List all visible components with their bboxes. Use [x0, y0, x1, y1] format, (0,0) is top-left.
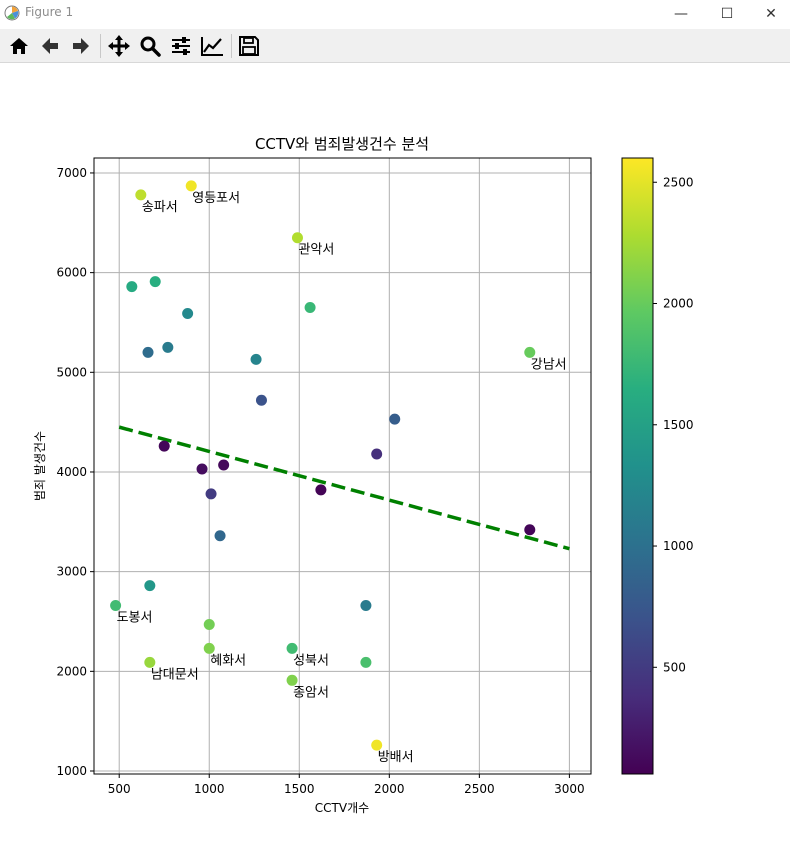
x-tick-label: 3000: [554, 782, 585, 796]
grid-lines: [94, 158, 591, 774]
forward-button[interactable]: [68, 33, 94, 59]
colorbar: [621, 157, 654, 775]
data-point: [250, 353, 262, 365]
colorbar-tick-label: 2500: [663, 175, 694, 189]
data-point: [524, 346, 536, 358]
point-label: 도봉서: [117, 611, 153, 626]
colorbar-tick-label: 1500: [663, 418, 694, 432]
y-tick-label: 6000: [56, 266, 87, 280]
point-label: 혜화서: [210, 653, 246, 668]
sliders-icon: [172, 37, 190, 55]
data-point: [389, 413, 401, 425]
point-label: 방배서: [378, 750, 414, 765]
arrow-right-icon: [73, 38, 89, 54]
data-point: [214, 530, 226, 542]
point-label: 종암서: [293, 685, 329, 700]
move-icon: [108, 35, 130, 57]
data-point: [360, 656, 372, 668]
colorbar-tick-label: 1000: [663, 539, 694, 553]
colorbar-tick-label: 2000: [663, 297, 694, 311]
x-tick-label: 1000: [194, 782, 225, 796]
point-label: 남대문서: [151, 667, 199, 682]
data-point: [304, 302, 316, 314]
data-point: [203, 642, 215, 654]
data-point: [286, 674, 298, 686]
y-tick-label: 5000: [56, 365, 87, 379]
toolbar-separator: [100, 34, 101, 58]
y-axis-label: 범죄 발생건수: [33, 431, 47, 501]
navigation-toolbar: [0, 29, 790, 63]
point-label: 영등포서: [192, 191, 240, 206]
y-tick-label: 4000: [56, 465, 87, 479]
data-point: [144, 656, 156, 668]
data-point: [203, 618, 215, 630]
window-title: Figure 1: [25, 5, 74, 19]
data-point: [286, 642, 298, 654]
chart-title: CCTV와 범죄발생건수 분석: [255, 135, 429, 153]
data-point: [149, 276, 161, 288]
data-point: [371, 448, 383, 460]
data-point: [218, 459, 230, 471]
data-point: [158, 440, 170, 452]
line-chart-icon: [201, 37, 223, 56]
data-point: [371, 739, 383, 751]
plot-frame: [93, 157, 592, 775]
colorbar-tick-label: 500: [663, 660, 686, 674]
x-tick-label: 500: [108, 782, 131, 796]
toolbar-separator: [231, 34, 232, 58]
point-label: 송파서: [142, 200, 178, 215]
data-point: [291, 232, 303, 244]
x-tick-label: 2500: [464, 782, 495, 796]
data-point: [142, 346, 154, 358]
back-button[interactable]: [37, 33, 63, 59]
x-tick-label: 2000: [374, 782, 405, 796]
maximize-button[interactable]: ☐: [720, 6, 734, 22]
y-tick-label: 1000: [56, 764, 87, 778]
y-tick-label: 3000: [56, 565, 87, 579]
data-point: [144, 580, 156, 592]
data-point: [185, 180, 197, 192]
home-button[interactable]: [6, 33, 32, 59]
data-point: [135, 189, 147, 201]
edit-axis-button[interactable]: [199, 33, 225, 59]
arrow-left-icon: [42, 38, 58, 54]
point-label: 관악서: [298, 243, 334, 258]
point-label: 강남서: [531, 357, 567, 372]
colorbar-ticks: 500 1000 1500 2000 2500: [653, 175, 694, 674]
data-point: [196, 463, 208, 475]
data-point: [162, 341, 174, 353]
x-axis-ticks: 500 1000 1500 2000 2500 3000: [108, 774, 585, 796]
data-point: [182, 307, 194, 319]
y-axis-ticks: 1000 2000 3000 4000 5000 6000 7000: [56, 166, 94, 778]
minimize-button[interactable]: —: [674, 6, 688, 22]
data-point: [315, 484, 327, 496]
x-axis-label: CCTV개수: [315, 801, 369, 815]
floppy-disk-icon: [239, 36, 259, 56]
data-points: [110, 180, 536, 751]
data-point: [205, 488, 217, 500]
home-icon: [10, 38, 28, 54]
point-label: 성북서: [293, 653, 329, 668]
data-point: [524, 524, 536, 536]
pan-button[interactable]: [106, 33, 132, 59]
data-point: [110, 600, 122, 612]
subplots-button[interactable]: [168, 33, 194, 59]
magnifier-icon: [140, 36, 161, 57]
y-tick-label: 7000: [56, 166, 87, 180]
zoom-button[interactable]: [137, 33, 163, 59]
save-button[interactable]: [236, 33, 262, 59]
data-point: [126, 281, 138, 293]
matplotlib-app-icon: [4, 5, 20, 21]
trend-line: [118, 425, 570, 551]
window-titlebar: Figure 1 — ☐ ✕: [0, 0, 790, 28]
data-point: [255, 394, 267, 406]
x-tick-label: 1500: [284, 782, 315, 796]
close-button[interactable]: ✕: [765, 6, 777, 22]
y-tick-label: 2000: [56, 664, 87, 678]
data-point: [360, 600, 372, 612]
